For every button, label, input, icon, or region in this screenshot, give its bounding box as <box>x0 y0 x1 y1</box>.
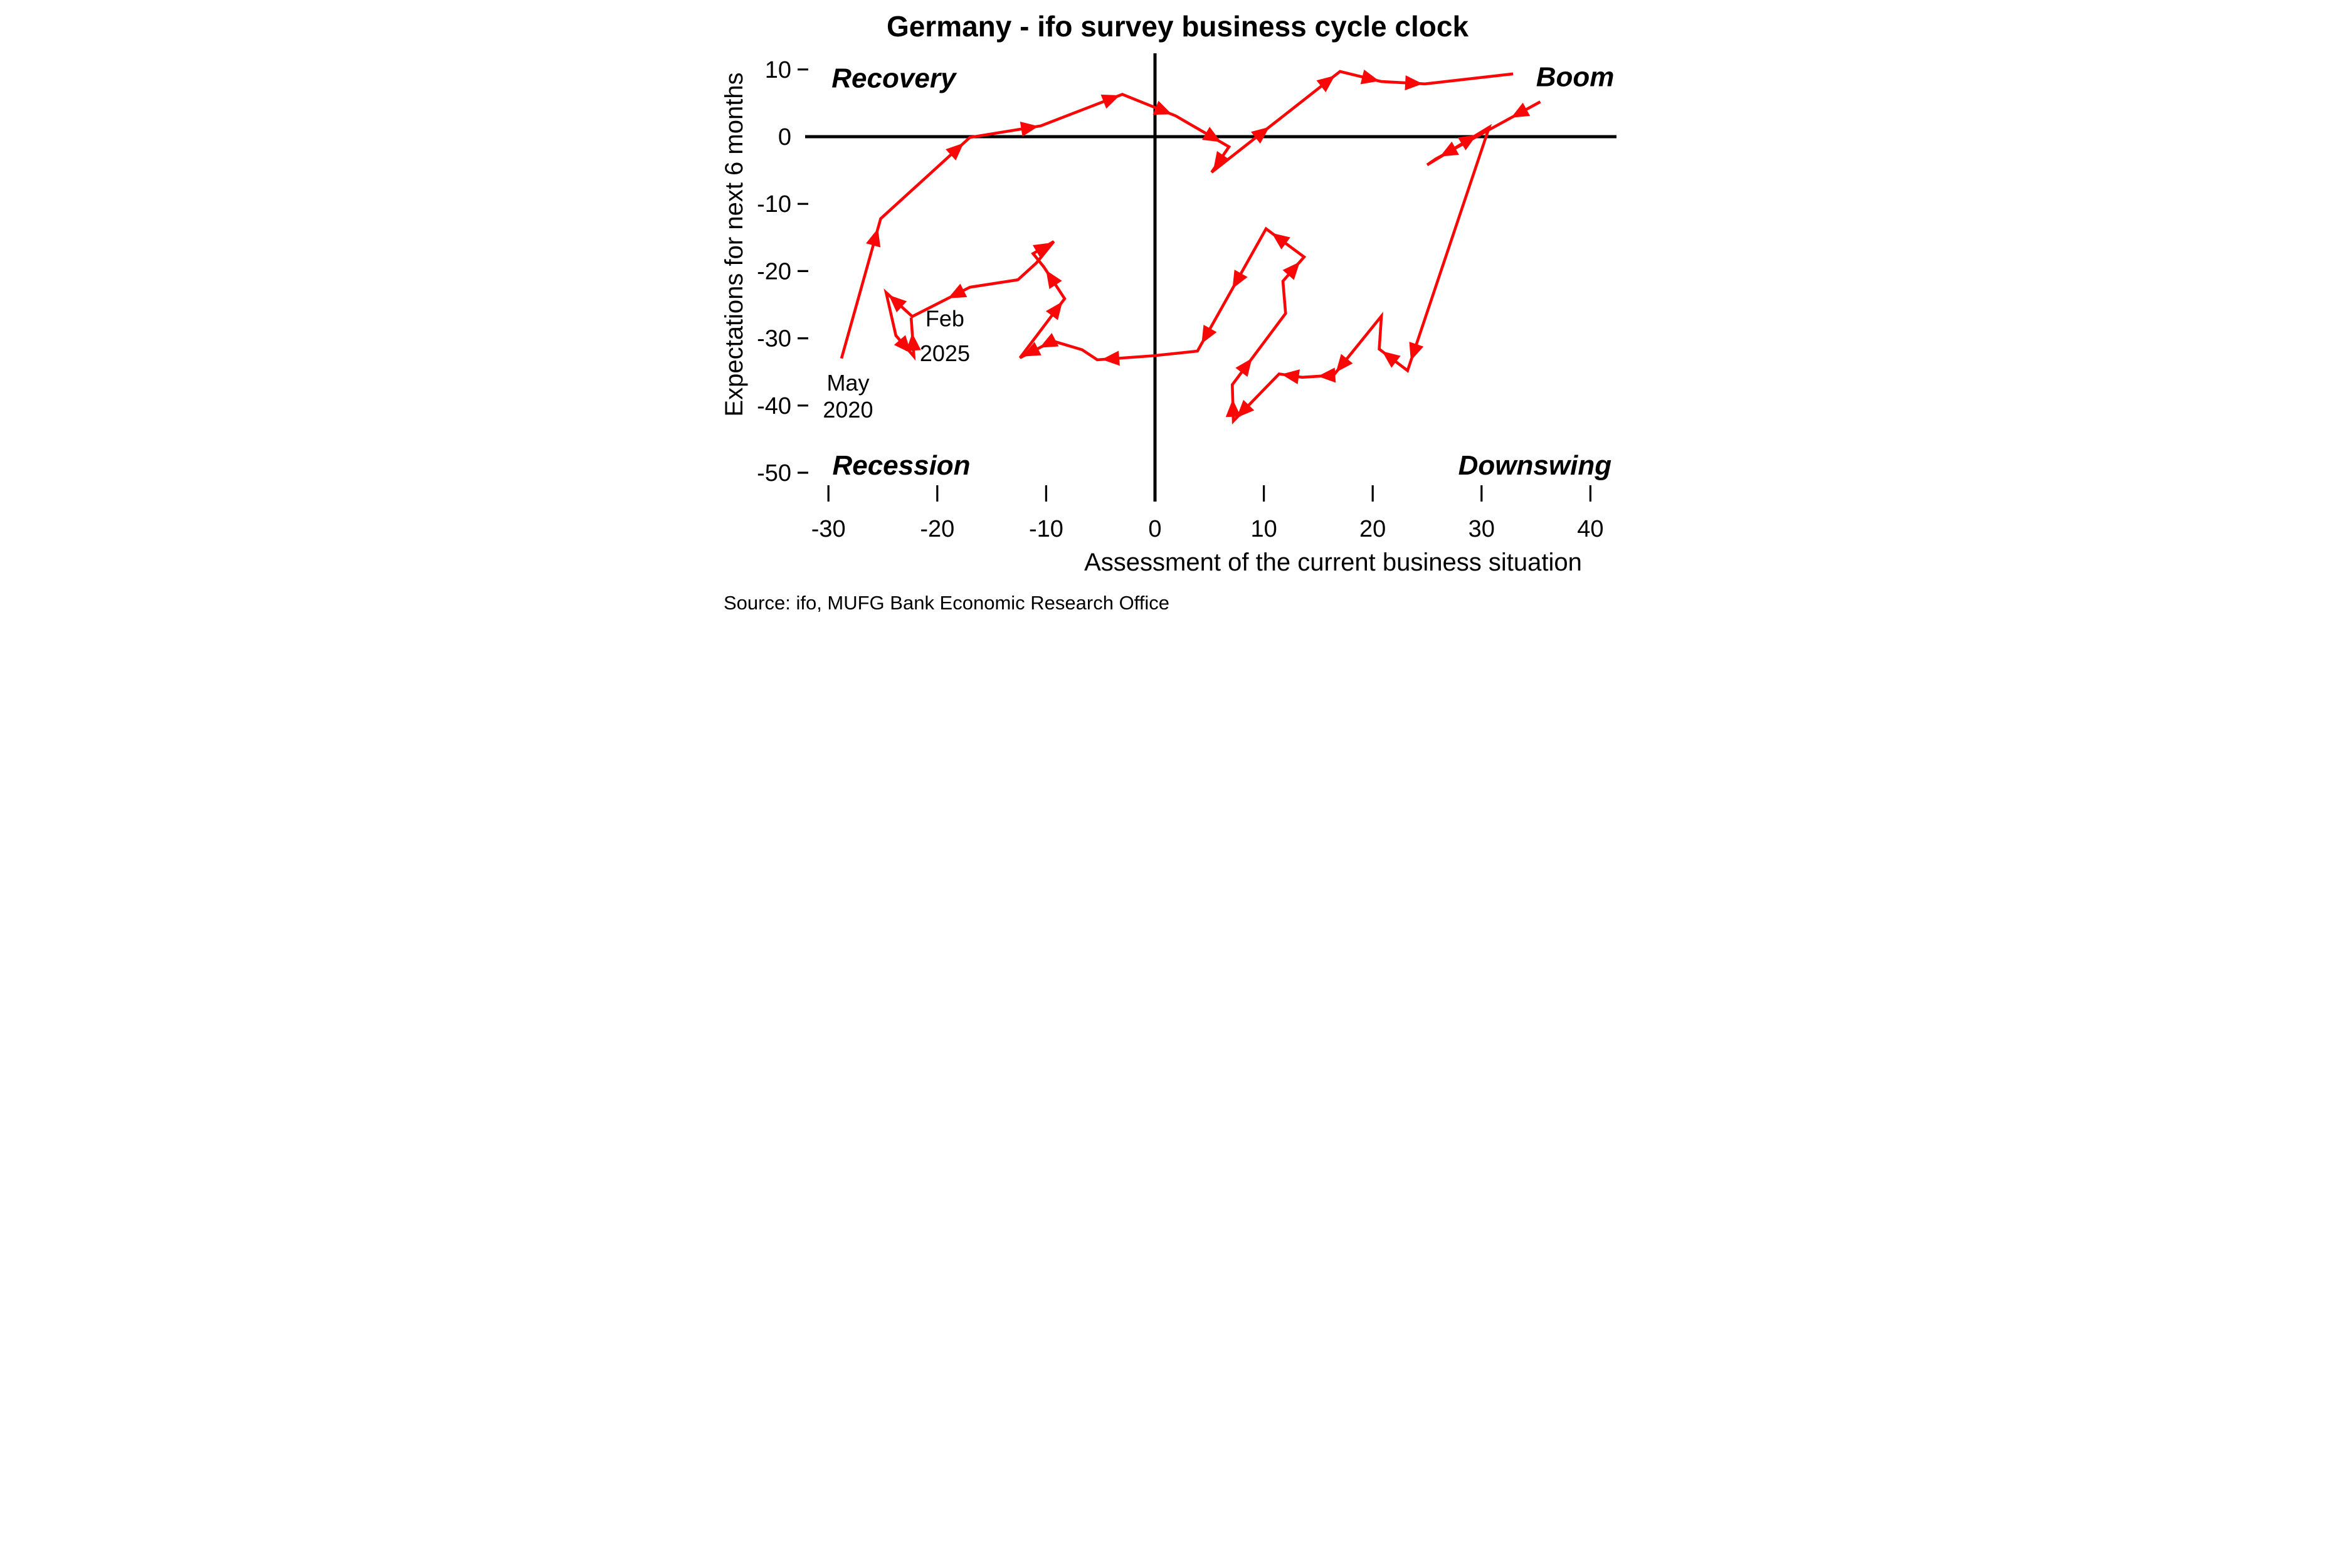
business-cycle-clock-chart: Germany - ifo survey business cycle cloc… <box>705 0 1647 627</box>
quadrant-label-downswing: Downswing <box>1458 450 1611 481</box>
y-axis-title: Expectations for next 6 months <box>720 72 748 416</box>
annotation-feb-2025-line1: Feb <box>925 305 964 331</box>
direction-arrow-icon <box>947 283 967 298</box>
y-tick-label: -50 <box>757 460 791 487</box>
x-tick-label: -30 <box>811 516 845 542</box>
direction-arrow-icon <box>1235 358 1252 377</box>
axes-layer: -30 -20 -10 0 10 20 30 40 10 0 -10 -20 -30 -40 -50 <box>757 53 1616 542</box>
direction-arrow-icon <box>1381 351 1401 368</box>
annotation-may-2020-line2: 2020 <box>823 397 873 423</box>
x-tick-label: 0 <box>1148 516 1161 542</box>
direction-arrow-icon <box>1100 94 1120 109</box>
direction-arrow-icon <box>1271 233 1290 250</box>
direction-arrow-icon <box>1360 70 1379 85</box>
direction-arrow-icon <box>1336 354 1353 372</box>
x-tick-label: 30 <box>1468 516 1494 542</box>
direction-arrow-icon <box>1201 127 1221 142</box>
chart-title: Germany - ifo survey business cycle cloc… <box>886 10 1469 43</box>
cycle-polyline <box>840 70 1541 425</box>
y-tick-label: -40 <box>757 393 791 419</box>
direction-arrow-icon <box>1404 75 1423 91</box>
direction-arrow-icon <box>1316 75 1335 93</box>
direction-arrow-icon <box>1101 350 1120 366</box>
direction-arrow-icon <box>1236 399 1254 418</box>
direction-arrow-icon <box>1225 399 1241 418</box>
x-tick-label: -20 <box>920 516 954 542</box>
y-tick-label: -20 <box>757 258 791 285</box>
y-tick-label: 0 <box>778 124 791 150</box>
direction-arrow-icon <box>945 143 964 160</box>
quadrant-label-boom: Boom <box>1536 62 1614 93</box>
direction-arrow-icon <box>1511 102 1530 118</box>
direction-arrow-icon <box>1201 324 1216 344</box>
direction-arrow-icon <box>1045 302 1062 320</box>
y-tick-label: 10 <box>764 57 791 83</box>
direction-arrow-icon <box>905 333 921 352</box>
direction-arrow-icon <box>1282 261 1300 280</box>
direction-arrow-icon <box>1045 270 1062 290</box>
source-note: Source: ifo, MUFG Bank Economic Research… <box>724 592 1169 614</box>
y-tick-label: -10 <box>757 191 791 218</box>
x-tick-label: 20 <box>1359 516 1386 542</box>
x-axis-title: Assessment of the current business situa… <box>1084 549 1582 576</box>
direction-arrow-icon <box>1281 369 1300 384</box>
x-tick-label: -10 <box>1028 516 1063 542</box>
direction-arrow-icon <box>1317 367 1336 383</box>
direction-arrow-icon <box>1152 100 1172 115</box>
chart-page: Germany - ifo survey business cycle cloc… <box>705 0 1647 627</box>
annotation-may-2020-line1: May <box>826 370 869 396</box>
direction-arrow-icon <box>865 228 880 248</box>
x-tick-label: 40 <box>1577 516 1603 542</box>
quadrant-label-recovery: Recovery <box>831 63 957 94</box>
direction-arrow-icon <box>1032 243 1052 258</box>
quadrant-label-recession: Recession <box>832 450 970 481</box>
direction-arrow-icon <box>888 295 907 313</box>
direction-arrow-icon <box>1213 150 1230 170</box>
direction-arrow-icon <box>1021 342 1042 357</box>
direction-arrow-icon <box>1250 127 1269 144</box>
direction-arrow-icon <box>1039 333 1058 348</box>
direction-arrow-icon <box>1408 342 1423 361</box>
y-tick-label: -30 <box>757 326 791 352</box>
direction-arrow-icon <box>1231 270 1248 289</box>
x-tick-label: 10 <box>1250 516 1277 542</box>
cycle-path <box>840 70 1541 425</box>
direction-arrow-icon <box>1457 134 1477 150</box>
direction-arrow-icon <box>1020 122 1038 137</box>
direction-arrow-icon <box>1440 141 1459 157</box>
annotation-feb-2025-line2: 2025 <box>919 340 969 366</box>
